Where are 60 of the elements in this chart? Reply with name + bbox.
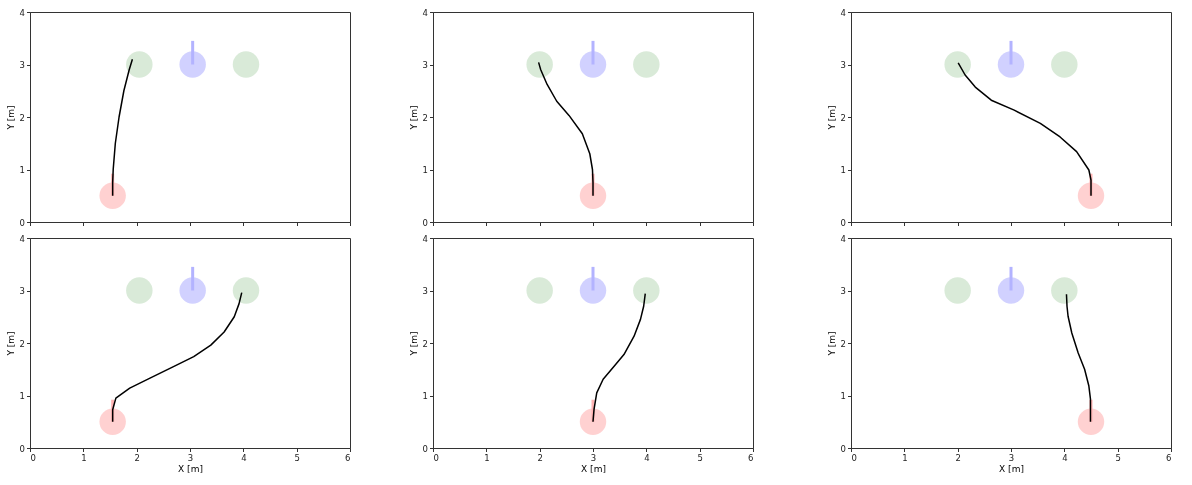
x-tick-label: 5: [294, 453, 300, 463]
y-tick-label: 1: [19, 391, 25, 401]
y-tick-label: 2: [840, 112, 846, 123]
x-tick-label: 0: [433, 453, 439, 463]
x-tick-label: 2: [537, 453, 543, 463]
y-tick-label: 3: [19, 60, 25, 70]
y-axis-title: Y [m]: [826, 105, 837, 131]
y-tick-label: 2: [19, 338, 25, 349]
y-axis-title: Y [m]: [408, 105, 419, 131]
y-tick-label: 1: [19, 165, 25, 175]
y-tick-label: 0: [422, 217, 428, 228]
y-tick-label: 0: [19, 217, 25, 228]
x-tick-label: 2: [955, 453, 961, 463]
y-tick-label: 1: [840, 391, 846, 401]
y-tick-label: 2: [840, 338, 846, 349]
y-tick-label: 2: [19, 112, 25, 123]
y-tick-label: 1: [422, 165, 428, 175]
y-tick-label: 4: [840, 233, 846, 244]
y-tick-label: 4: [422, 233, 428, 244]
x-tick-label: 0: [30, 453, 36, 463]
x-tick-label: 6: [345, 453, 351, 463]
y-tick-label: 4: [19, 7, 25, 18]
y-tick-label: 4: [840, 7, 846, 18]
y-tick-label: 0: [19, 443, 25, 454]
x-axis-title: X [m]: [999, 463, 1024, 474]
y-tick-label: 3: [19, 286, 25, 296]
y-tick-label: 4: [19, 233, 25, 244]
x-tick-label: 3: [187, 453, 194, 463]
y-tick-label: 3: [840, 286, 846, 296]
x-tick-label: 0: [851, 453, 857, 463]
y-tick-label: 2: [422, 112, 428, 123]
x-tick-label: 1: [484, 453, 490, 463]
x-tick-label: 1: [81, 453, 87, 463]
y-axis-title: Y [m]: [826, 331, 837, 357]
x-tick-label: 2: [134, 453, 140, 463]
y-tick-label: 0: [840, 217, 846, 228]
x-tick-label: 1: [902, 453, 908, 463]
x-tick-label: 4: [241, 453, 247, 463]
y-tick-label: 2: [422, 338, 428, 349]
x-tick-label: 3: [1008, 453, 1015, 463]
y-tick-label: 3: [840, 60, 846, 70]
x-tick-label: 6: [748, 453, 754, 463]
x-tick-label: 4: [1062, 453, 1068, 463]
x-axis-title: X [m]: [581, 463, 606, 474]
y-axis-title: Y [m]: [5, 331, 16, 357]
x-tick-label: 3: [590, 453, 597, 463]
y-tick-label: 3: [422, 60, 428, 70]
y-axis-title: Y [m]: [408, 331, 419, 357]
x-tick-label: 5: [697, 453, 703, 463]
y-tick-label: 0: [422, 443, 428, 454]
x-tick-label: 5: [1115, 453, 1121, 463]
y-tick-label: 3: [422, 286, 428, 296]
y-axis-title: Y [m]: [5, 105, 16, 131]
x-tick-label: 4: [644, 453, 650, 463]
x-tick-label: 6: [1166, 453, 1172, 463]
x-axis-title: X [m]: [178, 463, 203, 474]
y-tick-label: 1: [840, 165, 846, 175]
y-tick-label: 4: [422, 7, 428, 18]
y-tick-label: 1: [422, 391, 428, 401]
y-tick-label: 0: [840, 443, 846, 454]
